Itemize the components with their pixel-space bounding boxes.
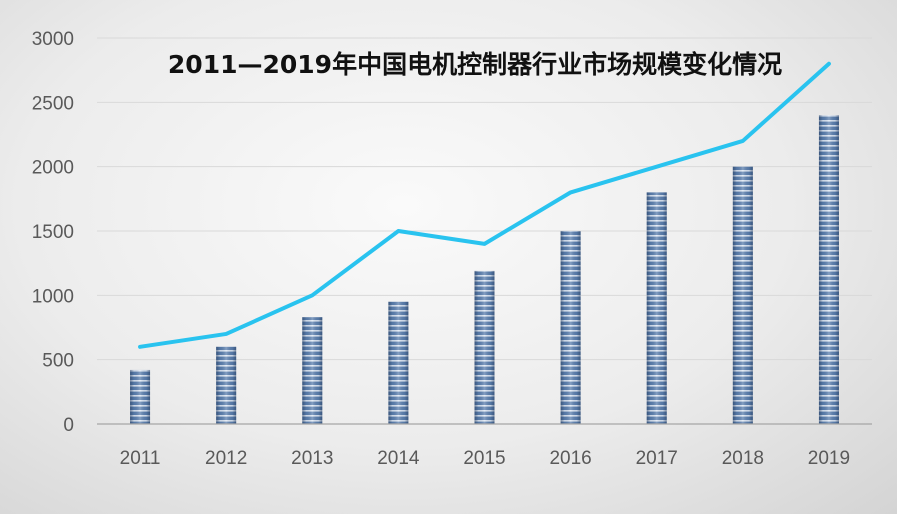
bar-series: [130, 115, 839, 424]
x-tick-label: 2017: [636, 448, 678, 469]
bar-shading: [818, 115, 839, 424]
bar-shading: [474, 270, 495, 424]
x-tick-label: 2019: [808, 448, 850, 469]
y-tick-label: 2000: [32, 158, 74, 179]
y-tick-label: 1000: [32, 286, 74, 307]
y-tick-label: 500: [42, 351, 74, 372]
bar-shading: [732, 166, 753, 424]
bar-shading: [216, 346, 237, 424]
bar-shading: [646, 192, 667, 424]
y-tick-label: 3000: [32, 29, 74, 50]
y-tick-label: 2500: [32, 93, 74, 114]
bar-shading: [302, 317, 323, 424]
x-tick-label: 2014: [377, 448, 420, 469]
x-tick-label: 2015: [463, 448, 505, 469]
y-tick-label: 1500: [32, 222, 74, 243]
x-axis: 2011 2012 2013 2014 2015 2016 2017 2018 2019: [97, 423, 872, 469]
x-tick-label: 2018: [722, 448, 764, 469]
y-axis: 0 500 1000 1500 2000 2500 3000: [32, 29, 74, 436]
chart-title: 2011—2019年中国电机控制器行业市场规模变化情况: [168, 50, 782, 79]
bar-shading: [130, 369, 151, 424]
x-tick-label: 2016: [549, 448, 591, 469]
y-tick-label: 0: [63, 415, 74, 436]
bar-shading: [560, 231, 581, 424]
line-series: [138, 61, 831, 349]
bar-shading: [388, 301, 409, 424]
x-tick-label: 2013: [291, 448, 333, 469]
x-tick-label: 2011: [120, 448, 161, 469]
x-tick-label: 2012: [205, 448, 247, 469]
